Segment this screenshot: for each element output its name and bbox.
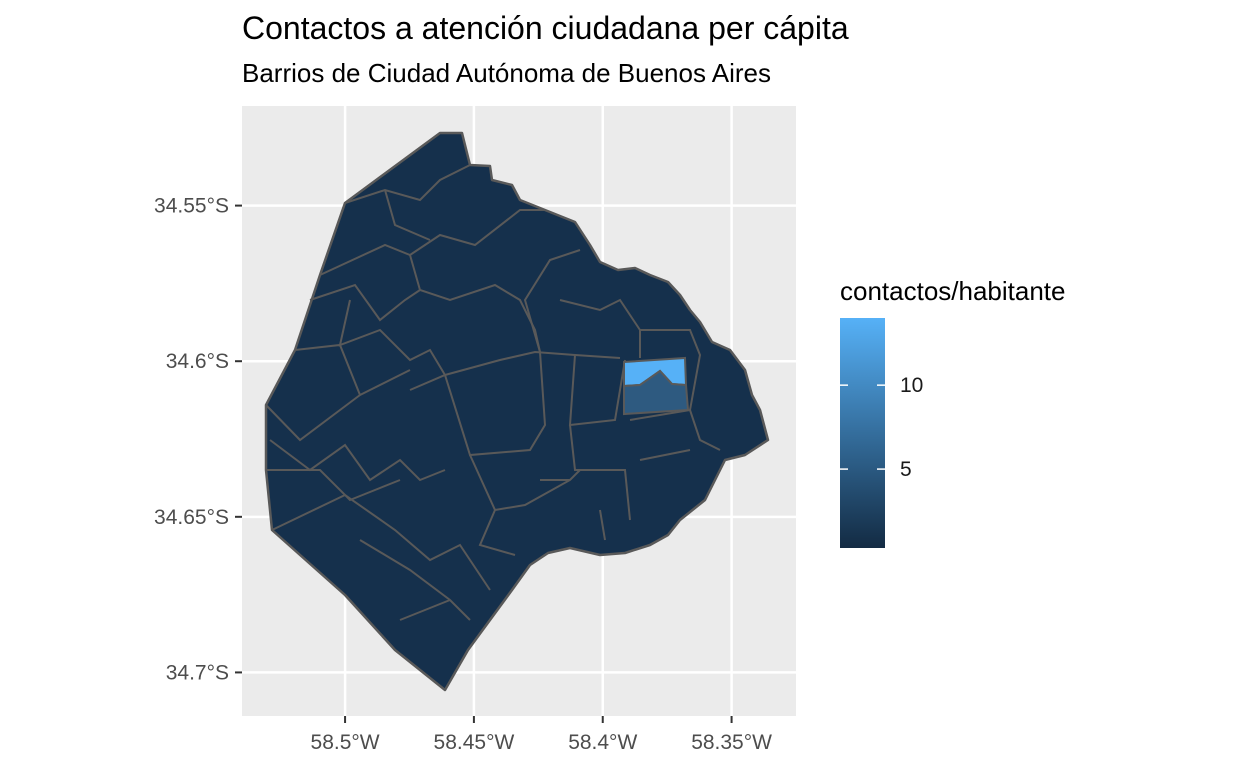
chart-title: Contactos a atención ciudadana per cápit…: [242, 10, 849, 46]
legend-tick-label: 10: [900, 374, 923, 397]
city-map: [264, 131, 770, 692]
axis-ticks: 58.5°W 58.45°W 58.4°W 58.35°W 34.55°S 34.6°S 3…: [154, 195, 772, 754]
region-second: [623, 369, 690, 416]
legend-tick-label: 5: [900, 458, 912, 481]
barrio-borders: [265, 164, 721, 621]
y-tick-label: 34.55°S: [154, 195, 229, 218]
x-tick-label: 58.45°W: [434, 731, 515, 754]
legend-colorbar: [840, 318, 885, 548]
legend-title: contactos/habitante: [840, 276, 1066, 306]
x-tick-label: 58.4°W: [568, 731, 637, 754]
x-tick-label: 58.5°W: [311, 731, 380, 754]
y-tick-label: 34.65°S: [154, 506, 229, 529]
chart-subtitle: Barrios de Ciudad Autónoma de Buenos Air…: [242, 58, 772, 88]
y-tick-label: 34.6°S: [166, 350, 229, 373]
y-tick-label: 34.7°S: [166, 661, 229, 684]
x-tick-label: 58.35°W: [691, 731, 772, 754]
legend-ticks: 5 10: [840, 374, 923, 481]
